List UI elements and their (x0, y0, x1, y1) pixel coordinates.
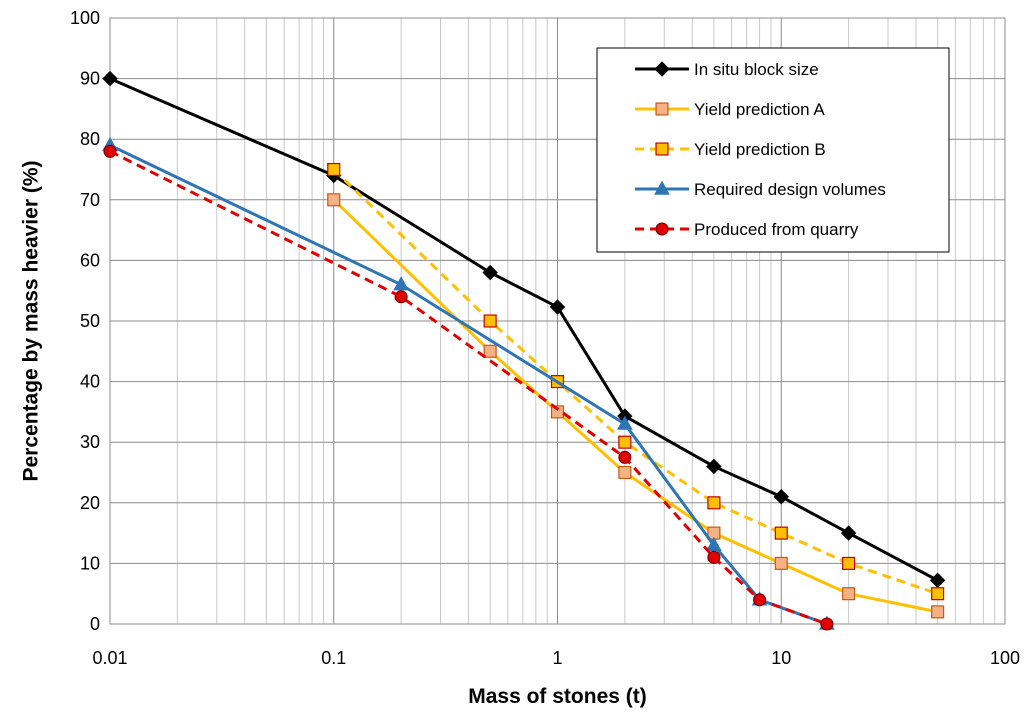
diamond-marker (840, 525, 857, 541)
circle-marker (103, 144, 117, 158)
circle-marker (655, 222, 669, 236)
triangle-marker (617, 415, 633, 430)
series-line (109, 149, 828, 626)
legend-label: Required design volumes (694, 180, 886, 199)
square-marker (774, 556, 788, 570)
square-marker (618, 465, 632, 480)
x-tick-label: 10 (771, 648, 791, 668)
square-marker (842, 556, 856, 570)
series-layer (102, 70, 946, 631)
square-marker (931, 587, 945, 601)
square-marker (618, 435, 632, 449)
diamond-marker (482, 264, 498, 281)
circle-marker (820, 617, 834, 631)
x-tick-label: 100 (990, 648, 1020, 668)
diamond-marker (549, 299, 566, 315)
square-marker (655, 102, 669, 116)
square-marker (655, 142, 669, 156)
legend-label: Yield prediction B (694, 140, 826, 159)
y-tick-label: 0 (90, 614, 100, 634)
diamond-marker (102, 70, 118, 87)
legend-label: In situ block size (694, 60, 819, 79)
legend-label: Produced from quarry (694, 220, 859, 239)
y-tick-label: 90 (80, 69, 100, 89)
series-yield-prediction-a (327, 193, 945, 619)
circle-marker (753, 593, 767, 607)
circle-marker (707, 550, 721, 564)
square-marker (774, 526, 788, 540)
y-tick-label: 70 (80, 190, 100, 210)
series-line (109, 143, 828, 626)
circle-marker (394, 290, 408, 304)
circle-marker (618, 450, 632, 464)
legend-label: Yield prediction A (694, 100, 825, 119)
square-marker (327, 193, 341, 207)
legend-box (596, 47, 950, 253)
diamond-marker (773, 489, 789, 505)
diamond-marker (654, 61, 670, 77)
y-tick-label: 60 (80, 250, 100, 270)
triangle-marker (393, 276, 409, 291)
y-tick-label: 50 (80, 311, 100, 331)
series-line (332, 198, 938, 614)
y-tick-label: 40 (80, 372, 100, 392)
square-marker (707, 496, 721, 510)
y-axis-title: Percentage by mass heavier (%) (19, 161, 42, 482)
square-marker (931, 605, 945, 619)
square-marker (483, 344, 497, 358)
x-tick-label: 0.1 (321, 648, 346, 668)
series-produced-from-quarry (103, 144, 834, 631)
y-tick-label: 20 (80, 493, 100, 513)
square-marker (550, 405, 565, 419)
diamond-marker (706, 458, 722, 475)
x-tick-label: 1 (552, 648, 562, 668)
y-tick-label: 30 (80, 432, 100, 452)
triangle-marker (654, 180, 670, 195)
y-tick-label: 100 (70, 8, 100, 28)
tick-labels: 0.01 0.1 1 10 100 0 10 20 30 40 50 60 70 80 90 100 (70, 8, 1020, 668)
x-axis-title: Mass of stones (t) (468, 685, 647, 708)
series-line (332, 168, 939, 596)
triangle-marker (706, 536, 722, 551)
legend: In situ block size Yield prediction A Yiel… (596, 47, 950, 253)
plot-area-frame (109, 17, 1006, 625)
square-marker (483, 314, 497, 328)
y-tick-label: 10 (80, 553, 100, 573)
x-tick-label: 0.01 (92, 648, 127, 668)
y-tick-label: 80 (80, 129, 100, 149)
diamond-marker (929, 572, 946, 589)
square-marker (842, 587, 856, 601)
square-marker (327, 162, 341, 177)
